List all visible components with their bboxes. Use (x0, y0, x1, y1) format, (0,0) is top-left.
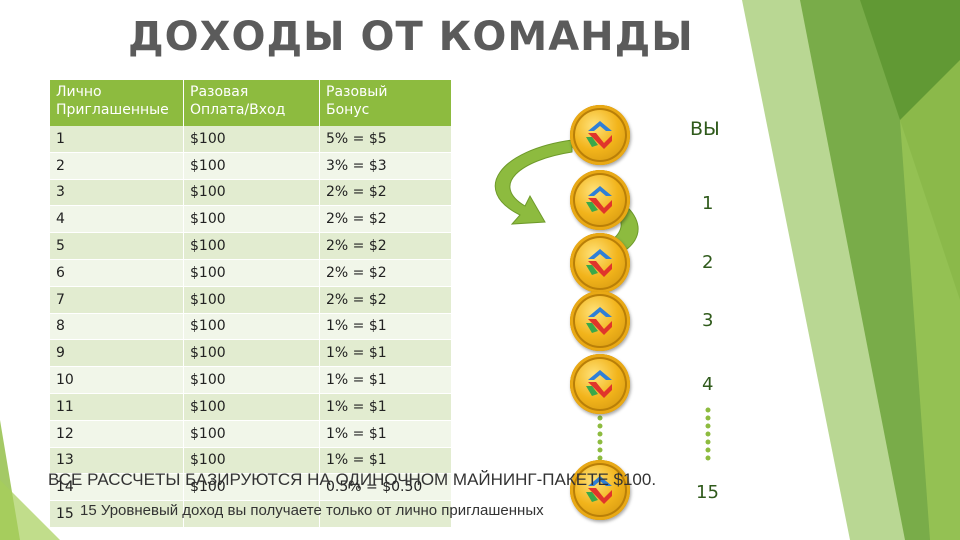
cell-level: 15 (50, 500, 184, 528)
cell-level: 10 (50, 366, 184, 394)
coin-you (570, 105, 630, 165)
cell-bonus: 2% = $2 (319, 259, 452, 287)
header-personally-invited: Лично Приглашенные (50, 80, 184, 126)
cell-payment: $100 (183, 259, 320, 287)
coin-logo-icon (586, 186, 612, 214)
cell-level: 7 (50, 286, 184, 314)
table-row: 2 $100 3% = $3 (50, 152, 452, 180)
cell-level: 1 (50, 126, 184, 153)
cell-bonus (319, 500, 452, 528)
cell-bonus: 0.5% = $0.50 (319, 473, 452, 502)
header-one-time-bonus: Разовый Бонус (319, 80, 452, 126)
cell-bonus: 1% = $1 (319, 366, 452, 394)
table-row: 10 $100 1% = $1 (50, 366, 452, 394)
cell-bonus: 1% = $1 (319, 420, 452, 448)
table-row: 5 $100 2% = $2 (50, 232, 452, 260)
table-header-row: Лично Приглашенные Разовая Оплата/Вход Р… (50, 80, 452, 126)
cell-payment: $100 (183, 473, 320, 502)
table-row: 6 $100 2% = $2 (50, 259, 452, 287)
cell-payment: $100 (183, 366, 320, 394)
coin-logo-icon (586, 307, 612, 335)
cell-payment: $100 (183, 420, 320, 448)
coin-logo-icon (586, 249, 612, 277)
coin-level-3 (570, 291, 630, 351)
level-label-1: 1 (702, 193, 714, 214)
cell-level: 8 (50, 313, 184, 341)
header-label: Разовый Бонус (326, 84, 388, 118)
cell-payment: $100 (183, 232, 320, 260)
level-label-15: 15 (696, 482, 719, 503)
header-one-time-payment: Разовая Оплата/Вход (183, 80, 320, 126)
cell-level: 14 (50, 473, 184, 502)
cell-level: 9 (50, 339, 184, 368)
cell-payment: $100 (183, 152, 320, 180)
cell-payment: $100 (183, 313, 320, 341)
table-row: 11 $100 1% = $1 (50, 393, 452, 421)
cell-payment (183, 500, 320, 528)
coin-level-4 (570, 354, 630, 414)
level-label-3: 3 (702, 310, 714, 331)
table-row: 8 $100 1% = $1 (50, 313, 452, 341)
cell-bonus: 1% = $1 (319, 447, 452, 475)
coin-level-1 (570, 170, 630, 230)
cell-bonus: 2% = $2 (319, 286, 452, 314)
cell-payment: $100 (183, 179, 320, 207)
coin-logo-icon (586, 370, 612, 398)
cell-bonus: 1% = $1 (319, 339, 452, 368)
cell-level: 6 (50, 259, 184, 287)
cell-level: 2 (50, 152, 184, 180)
income-table: Лично Приглашенные Разовая Оплата/Вход Р… (50, 80, 452, 528)
cell-bonus: 2% = $2 (319, 205, 452, 234)
cell-payment: $100 (183, 205, 320, 234)
coin-logo-icon (586, 476, 612, 504)
cell-bonus: 1% = $1 (319, 313, 452, 341)
cell-payment: $100 (183, 447, 320, 475)
coin-logo-icon (586, 121, 612, 149)
cell-level: 11 (50, 393, 184, 421)
calculation-note: ВСЕ РАССЧЕТЫ БАЗИРУЮТСЯ НА ОДИНОЧНОМ МАЙ… (48, 470, 657, 489)
level-label-4: 4 (702, 374, 714, 395)
table-row: 12 $100 1% = $1 (50, 420, 452, 448)
cell-payment: $100 (183, 393, 320, 421)
cell-payment: $100 (183, 339, 320, 368)
cell-payment: $100 (183, 286, 320, 314)
cell-level: 12 (50, 420, 184, 448)
cell-bonus: 1% = $1 (319, 393, 452, 421)
table-row: 4 $100 2% = $2 (50, 205, 452, 234)
cell-payment: $100 (183, 126, 320, 153)
cell-level: 4 (50, 205, 184, 234)
cell-bonus: 5% = $5 (319, 126, 452, 153)
cell-level: 13 (50, 447, 184, 475)
header-label: Лично Приглашенные (56, 84, 169, 118)
income-note: 15 Уровневый доход вы получаете только о… (80, 502, 544, 519)
cell-bonus: 3% = $3 (319, 152, 452, 180)
level-label-you: ВЫ (690, 118, 720, 140)
table-row: 15 (50, 500, 452, 528)
table-row: 14 $100 0.5% = $0.50 (50, 473, 452, 502)
table-row: 9 $100 1% = $1 (50, 339, 452, 368)
level-label-2: 2 (702, 252, 714, 273)
cell-level: 5 (50, 232, 184, 260)
coin-level-15 (570, 460, 630, 520)
table-row: 7 $100 2% = $2 (50, 286, 452, 314)
table-row: 13 $100 1% = $1 (50, 447, 452, 475)
cell-level: 3 (50, 179, 184, 207)
cell-bonus: 2% = $2 (319, 232, 452, 260)
table-row: 1 $100 5% = $5 (50, 126, 452, 153)
cell-bonus: 2% = $2 (319, 179, 452, 207)
coin-level-2 (570, 233, 630, 293)
slide-title: ДОХОДЫ ОТ КОМАНДЫ (128, 14, 694, 60)
table-row: 3 $100 2% = $2 (50, 179, 452, 207)
header-label: Разовая Оплата/Вход (190, 84, 286, 118)
